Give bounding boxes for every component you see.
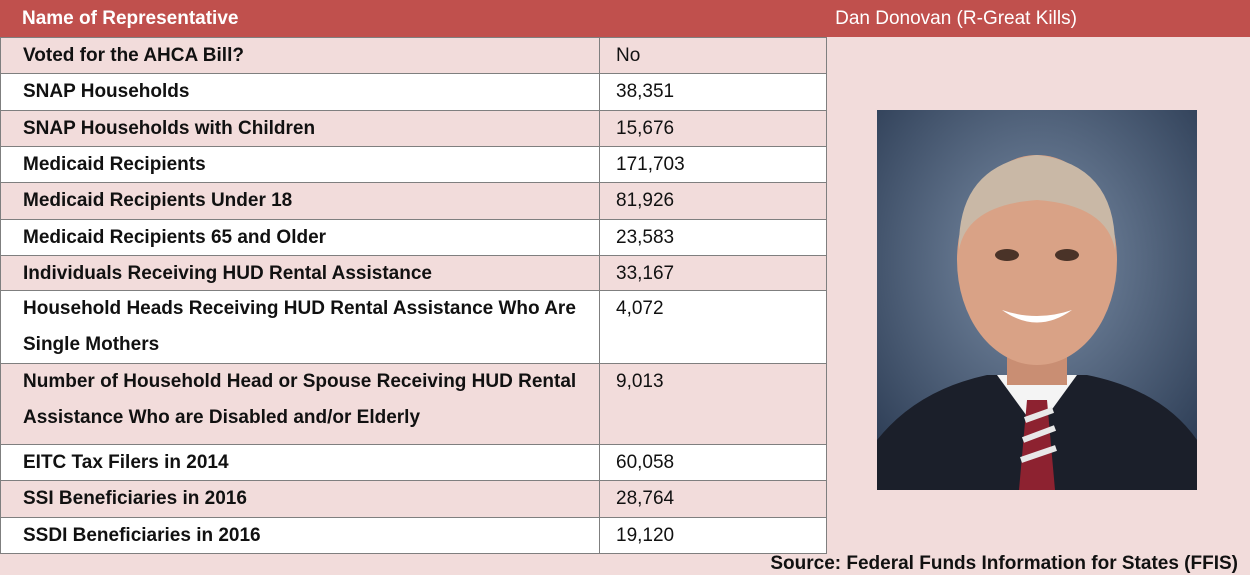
row-value: 38,351: [599, 73, 827, 111]
row-label: SNAP Households with Children: [0, 110, 600, 147]
row-value: 81,926: [599, 182, 827, 220]
page: Name of Representative Dan Donovan (R-Gr…: [0, 0, 1250, 575]
row-label: Medicaid Recipients Under 18: [0, 182, 600, 220]
row-value: 15,676: [599, 110, 827, 147]
row-label: SSDI Beneficiaries in 2016: [0, 517, 600, 554]
photo-column: [826, 37, 1250, 553]
row-value: 19,120: [599, 517, 827, 554]
row-value: 28,764: [599, 480, 827, 518]
row-label: Medicaid Recipients 65 and Older: [0, 219, 600, 256]
row-value: 4,072: [599, 290, 827, 364]
row-value: 23,583: [599, 219, 827, 256]
row-label: EITC Tax Filers in 2014: [0, 444, 600, 481]
source-text: Source: Federal Funds Information for St…: [770, 546, 1238, 582]
row-label: Medicaid Recipients: [0, 146, 600, 183]
portrait-photo: [877, 110, 1197, 490]
row-label: Voted for the AHCA Bill?: [0, 37, 600, 74]
source-row: Source: Federal Funds Information for St…: [0, 553, 1250, 575]
row-value: 33,167: [599, 255, 827, 291]
header-label: Name of Representative: [22, 0, 238, 37]
row-value: 60,058: [599, 444, 827, 481]
header-row: Name of Representative Dan Donovan (R-Gr…: [0, 0, 1250, 37]
representative-name: Dan Donovan (R-Great Kills): [706, 0, 1206, 37]
row-label: Individuals Receiving HUD Rental Assista…: [0, 255, 600, 291]
row-value: 171,703: [599, 146, 827, 183]
row-value: 9,013: [599, 363, 827, 445]
row-label: SSI Beneficiaries in 2016: [0, 480, 600, 518]
row-label: SNAP Households: [0, 73, 600, 111]
row-label: Household Heads Receiving HUD Rental Ass…: [0, 290, 600, 364]
row-label: Number of Household Head or Spouse Recei…: [0, 363, 600, 445]
row-value: No: [599, 37, 827, 74]
